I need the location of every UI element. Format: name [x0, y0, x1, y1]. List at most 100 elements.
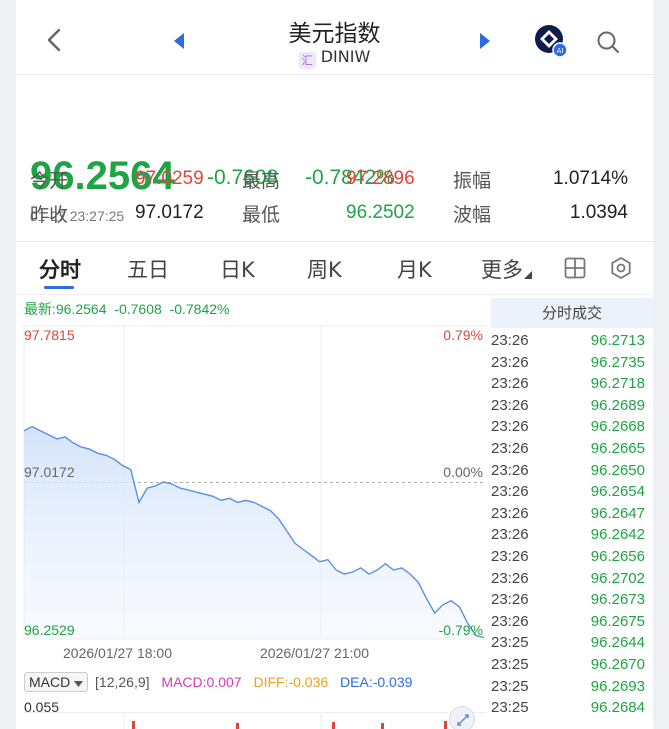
trade-time: 23:26 [491, 375, 529, 393]
trade-price: 96.2693 [590, 677, 645, 695]
settings-icon[interactable] [610, 257, 632, 279]
price-change-percent: -0.7842% [305, 166, 395, 189]
next-symbol-icon[interactable] [478, 32, 492, 50]
trade-price: 96.2668 [590, 418, 645, 436]
period-tabs: 分时 五日 日K 周K 月K 更多 [16, 242, 653, 294]
trade-row: 23:26 96.2689 [491, 393, 653, 415]
layout-grid-icon[interactable] [564, 257, 586, 279]
tab-five-day[interactable]: 五日 [127, 258, 169, 282]
active-tab-indicator [44, 286, 74, 289]
tab-monthly-k[interactable]: 月K [397, 258, 432, 282]
trade-row: 23:26 96.2656 [491, 544, 653, 566]
trades-panel: 分时成交 23:26 96.2713 23:26 96.2735 23:26 96.271… [491, 298, 653, 717]
trade-price: 96.2684 [590, 699, 645, 717]
trade-row: 23:25 96.2644 [491, 630, 653, 652]
quote-timestamp: 01-27 23:27:25 [30, 208, 125, 224]
trade-time: 23:26 [491, 439, 529, 457]
diff-value: DIFF:-0.036 [253, 674, 329, 690]
price-line [23, 425, 485, 639]
trade-time: 23:25 [491, 699, 529, 717]
trades-list[interactable]: 23:26 96.2713 23:26 96.2735 23:26 96.2718 23:2… [491, 328, 653, 717]
header-divider [16, 74, 653, 75]
forex-badge-icon: 汇 [298, 52, 316, 69]
trades-header: 分时成交 [491, 298, 653, 328]
trade-time: 23:26 [491, 569, 529, 587]
legend-latest: 最新:96.2564 [24, 301, 107, 317]
trade-price: 96.2654 [590, 483, 645, 501]
trade-row: 23:26 96.2642 [491, 522, 653, 544]
trade-row: 23:26 96.2668 [491, 414, 653, 436]
price-area-fill [24, 426, 484, 639]
indicator-bar: MACD [12,26,9] MACD:0.007 DIFF:-0.036 DE… [24, 672, 412, 696]
trade-row: 23:26 96.2647 [491, 501, 653, 523]
trade-row: 23:26 96.2665 [491, 436, 653, 458]
indicator-params: [12,26,9] [95, 674, 150, 690]
x-tick-label-2: 2026/01/27 21:00 [260, 645, 369, 661]
trade-row: 23:26 96.2702 [491, 566, 653, 588]
previous-symbol-icon[interactable] [172, 32, 186, 50]
range-value: 1.0394 [569, 202, 628, 223]
prev-close-value: 97.0172 [135, 202, 204, 223]
expand-icon [457, 714, 469, 726]
trade-row: 23:25 96.2693 [491, 674, 653, 696]
open-value: 97.0259 [135, 168, 204, 189]
pct-high-label: 0.79% [443, 327, 483, 343]
chart-legend: 最新:96.2564 -0.7608 -0.7842% [24, 299, 229, 319]
trade-row: 23:26 96.2718 [491, 371, 653, 393]
trade-price: 96.2718 [590, 375, 645, 393]
legend-change: -0.7608 [114, 301, 162, 317]
trade-time: 23:26 [491, 396, 529, 414]
pct-mid-label: 0.00% [443, 464, 483, 480]
trade-time: 23:26 [491, 483, 529, 501]
symbol-code: DINIW [320, 47, 371, 66]
ai-assistant-icon[interactable]: AI [534, 24, 568, 58]
back-arrow-icon[interactable] [46, 28, 62, 52]
top-bar: 美元指数 汇 DINIW AI [16, 0, 653, 74]
y-mid-label: 97.0172 [24, 464, 75, 480]
page-title: 美元指数 [288, 21, 381, 47]
tab-more[interactable]: 更多 [481, 254, 532, 284]
prev-close-label: 昨收 [30, 205, 69, 226]
y-high-label: 97.7815 [24, 327, 75, 343]
trade-price: 96.2642 [590, 526, 645, 544]
trade-row: 23:26 96.2735 [491, 350, 653, 372]
trade-row: 23:26 96.2713 [491, 328, 653, 350]
pct-low-label: -0.79% [438, 622, 483, 638]
expand-chart-button[interactable] [449, 706, 475, 729]
dea-value: DEA:-0.039 [340, 674, 413, 690]
high-label: 最高 [242, 171, 281, 192]
trade-time: 23:26 [491, 526, 529, 544]
intraday-line-chart[interactable] [16, 318, 486, 648]
tab-weekly-k[interactable]: 周K [307, 258, 342, 282]
x-tick-label-1: 2026/01/27 18:00 [63, 645, 172, 661]
indicator-select-label: MACD [29, 674, 71, 690]
trade-time: 23:26 [491, 461, 529, 479]
tab-intraday[interactable]: 分时 [39, 258, 81, 282]
trade-price: 96.2673 [590, 591, 645, 609]
macd-value: MACD:0.007 [161, 674, 242, 690]
quote-summary: 96.2564 -0.7608 -0.7842% 01-27 23:27:25 [16, 74, 653, 242]
trade-row: 23:26 96.2673 [491, 587, 653, 609]
trade-time: 23:26 [491, 332, 529, 349]
high-value: 97.2896 [346, 168, 415, 189]
trade-row: 23:26 96.2675 [491, 609, 653, 631]
svg-text:AI: AI [557, 47, 564, 55]
trade-time: 23:26 [491, 353, 529, 371]
tab-daily-k[interactable]: 日K [220, 258, 255, 282]
trade-time: 23:26 [491, 504, 529, 522]
tabs-divider [16, 294, 653, 295]
trade-time: 23:26 [491, 547, 529, 565]
tab-more-label: 更多 [481, 258, 523, 282]
last-price: 96.2564 [30, 154, 175, 198]
indicator-select[interactable]: MACD [24, 672, 89, 692]
dropdown-corner-icon [524, 271, 532, 279]
trade-price: 96.2665 [590, 439, 645, 457]
trade-time: 23:25 [491, 677, 529, 695]
search-icon[interactable] [596, 30, 620, 54]
low-value: 96.2502 [346, 202, 415, 223]
price-change: -0.7608 [207, 166, 279, 189]
trade-row: 23:25 96.2670 [491, 652, 653, 674]
trade-time: 23:26 [491, 591, 529, 609]
trade-price: 96.2656 [590, 547, 645, 565]
trade-price: 96.2675 [590, 612, 645, 630]
